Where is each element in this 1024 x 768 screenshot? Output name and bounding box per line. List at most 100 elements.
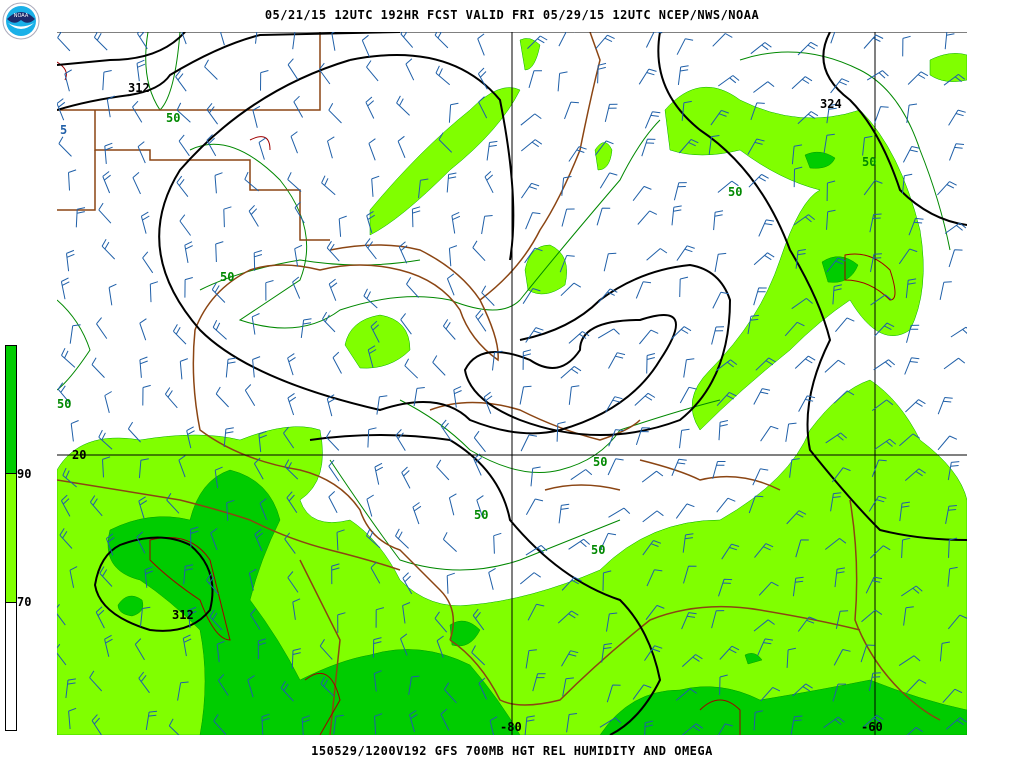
wind-barb: [791, 297, 813, 310]
wind-barb: [396, 95, 410, 116]
wind-barb: [824, 538, 847, 550]
wind-barb: [254, 528, 264, 552]
wind-barb: [944, 222, 967, 234]
wind-barb: [871, 459, 887, 477]
wind-barb: [826, 180, 836, 202]
wind-barb: [713, 210, 724, 231]
wind-barb: [213, 714, 227, 735]
wind-barb: [608, 352, 626, 369]
wind-barb: [830, 78, 850, 94]
wind-barb: [556, 421, 566, 442]
wind-barb: [337, 612, 346, 633]
wind-barb: [475, 309, 487, 332]
wind-barb: [332, 351, 342, 374]
wind-barb: [434, 32, 449, 49]
wind-barb: [834, 567, 845, 588]
wind-barb: [673, 182, 687, 201]
wind-barb: [57, 603, 66, 626]
wind-barb: [484, 171, 494, 194]
wind-barb: [244, 171, 259, 192]
wind-barb: [215, 386, 229, 408]
wind-barb: [907, 71, 929, 85]
wind-barb: [401, 466, 411, 489]
wind-barb: [683, 358, 695, 378]
wind-barb: [367, 345, 377, 368]
wind-barb: [259, 498, 268, 521]
wind-barb: [716, 497, 736, 513]
wind-barb: [478, 677, 488, 700]
wind-barb: [557, 610, 579, 624]
wind-barb: [632, 185, 652, 202]
wind-barb: [559, 255, 575, 273]
wind-barb: [679, 428, 690, 449]
wind-barb: [149, 281, 159, 303]
wind-barb: [681, 723, 703, 735]
wind-barb: [635, 427, 651, 446]
wind-barb: [443, 682, 457, 704]
wind-barb: [321, 175, 336, 196]
wind-barb: [226, 499, 235, 521]
wind-barb: [371, 175, 380, 197]
wind-barb: [176, 175, 189, 198]
wind-barb: [331, 563, 340, 585]
wind-barb: [183, 564, 194, 585]
wind-barb: [561, 650, 579, 667]
wind-barb: [69, 324, 81, 344]
wind-barb: [319, 639, 333, 660]
wind-barb: [641, 470, 664, 483]
wind-barb: [284, 459, 299, 480]
wind-barb: [750, 102, 765, 121]
wind-barb: [902, 146, 920, 163]
wind-barb: [134, 638, 145, 661]
wind-barb: [367, 427, 377, 448]
wind-barb: [948, 109, 966, 126]
wind-barb: [714, 252, 727, 272]
wind-barb: [477, 33, 485, 56]
wind-barb: [453, 386, 462, 408]
wind-barb: [451, 211, 461, 234]
height-contours: [57, 32, 967, 735]
wind-barb: [950, 326, 967, 338]
wind-barb: [292, 598, 301, 620]
wind-barb: [719, 674, 728, 696]
wind-barb: [58, 136, 72, 157]
wind-barb: [791, 144, 803, 165]
wind-barb: [168, 718, 180, 735]
wind-barb: [646, 353, 656, 374]
wind-barb: [318, 62, 331, 85]
wind-barb: [178, 134, 190, 157]
wind-barb: [638, 68, 657, 85]
wind-barb: [520, 139, 543, 152]
wind-barb: [91, 714, 103, 735]
wind-barb: [448, 102, 459, 123]
wind-barb: [949, 143, 965, 161]
wind-barb: [750, 42, 772, 55]
wind-barb: [212, 319, 227, 340]
wind-barb: [939, 641, 950, 662]
wind-barb: [473, 430, 486, 453]
wind-barb: [712, 291, 729, 309]
wind-barb: [644, 111, 661, 129]
wind-barb: [752, 468, 769, 486]
wind-barb: [190, 526, 199, 548]
wind-barb: [400, 32, 414, 48]
wind-barb: [186, 426, 195, 449]
wind-barb: [440, 708, 450, 731]
wind-barb: [179, 358, 188, 380]
wind-barb: [300, 318, 312, 338]
wind-barb: [604, 103, 618, 123]
wind-barb: [287, 172, 302, 192]
wind-barb: [206, 573, 219, 595]
wind-barb: [446, 273, 455, 296]
humidity-colorbar: [5, 345, 17, 731]
wind-barb: [903, 606, 914, 626]
wind-barb: [102, 70, 112, 91]
wind-barb: [605, 396, 623, 413]
wind-barb: [182, 634, 192, 657]
wind-barb: [947, 461, 960, 481]
wind-barb: [248, 568, 257, 591]
wind-barb: [188, 606, 197, 629]
wind-barb: [331, 32, 336, 51]
wind-barb: [644, 645, 663, 661]
